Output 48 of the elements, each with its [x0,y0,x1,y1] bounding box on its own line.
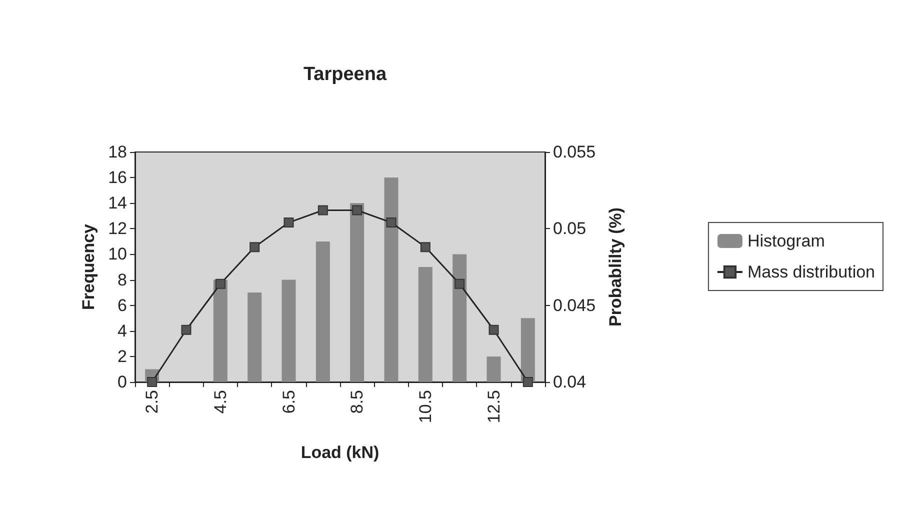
x-tick-label: 10.5 [416,390,435,424]
point [318,205,328,216]
bar [520,318,535,382]
y2-tick-label: 0.045 [553,296,596,315]
bar [486,356,501,382]
x-tick-label: 8.5 [348,390,367,414]
bar [418,267,432,382]
bar [384,178,398,382]
point [352,205,362,216]
bar [248,292,262,382]
y2-tick-label: 0.04 [553,372,586,392]
y-tick-label: 0 [118,372,127,392]
y2-tick-label: 0.05 [553,219,586,238]
x-tick-label: 2.5 [142,390,162,414]
y-tick-label: 10 [108,244,127,264]
x-tick-label: 4.5 [210,390,230,414]
point [420,242,430,252]
y2-tick-label: 0.055 [553,142,596,162]
point [522,377,533,387]
bar [282,280,296,382]
point [284,218,294,228]
point [250,242,260,252]
bar [452,254,467,382]
y-tick-label: 18 [108,142,127,162]
point [215,278,226,289]
y-tick-label: 8 [118,270,127,290]
y-tick-label: 14 [108,194,127,213]
bar [213,280,228,382]
bar [350,203,364,382]
point [386,218,396,228]
y-tick-label: 4 [118,321,127,340]
chart-title: Tarpeena [303,64,387,85]
point [488,324,499,335]
point [454,278,465,289]
x-tick-label: 6.5 [279,390,298,414]
bar [316,241,330,382]
y-tick-label: 6 [118,296,127,315]
y-tick-label: 16 [108,168,127,188]
x-tick-label: 12.5 [484,390,504,424]
legend-label: Mass distribution [747,262,876,282]
y-tick-label: 12 [108,219,127,238]
point [181,324,192,335]
y-axis-title: Frequency [79,223,98,310]
y-tick-label: 2 [118,346,127,366]
legend-label: Histogram [747,232,825,250]
point [147,377,158,387]
x-axis-title: Load (kN) [300,443,380,462]
y2-axis-title: Probablilty (%) [606,207,625,327]
